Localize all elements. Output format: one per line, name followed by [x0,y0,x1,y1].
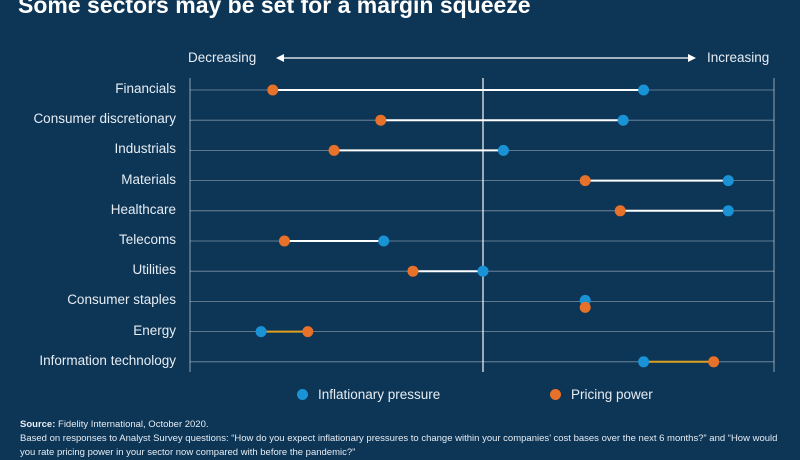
category-label: Information technology [39,352,176,368]
category-label: Healthcare [110,201,176,217]
pricing-power-dot [375,114,387,126]
category-label: Materials [121,171,176,187]
source-text: Fidelity International, October 2020. [58,419,209,430]
category-label: Utilities [132,262,176,278]
inflationary-pressure-dot [378,235,390,247]
arrow-left-head [276,54,284,62]
pricing-power-dot [708,356,720,368]
pricing-power-dot [302,326,314,338]
category-label: Consumer discretionary [33,111,176,127]
source-note: Source: Fidelity International, October … [20,418,790,460]
legend-label: Pricing power [571,387,653,402]
inflationary-pressure-dot [638,84,650,96]
inflationary-pressure-dot [638,356,650,368]
pricing-power-dot [278,235,290,247]
axis-decreasing-label: Decreasing [188,50,257,65]
pricing-power-dot [267,84,279,96]
inflationary-pressure-dot [722,205,734,217]
category-label: Consumer staples [67,292,176,308]
category-label: Financials [115,81,176,96]
inflationary-pressure-dot [477,265,489,277]
category-label: Industrials [114,141,176,157]
inflationary-pressure-dot [497,144,509,156]
inflationary-pressure-dot [617,114,629,126]
legend-inflationary-pressure: Inflationary pressure [297,387,440,402]
category-label: Telecoms [118,232,176,247]
pricing-power-dot [579,301,591,313]
legend-blue-dot-icon [297,389,308,400]
pricing-power-dot [614,205,626,217]
legend-label: Inflationary pressure [318,387,441,402]
legend-pricing-power: Pricing power [550,387,653,402]
chart-title: Some sectors may be set for a margin squ… [18,0,531,18]
pricing-power-dot [407,265,419,277]
inflationary-pressure-dot [722,175,734,187]
legend-orange-dot-icon [550,389,561,400]
axis-increasing-label: Increasing [707,50,770,65]
category-label: Energy [133,322,176,338]
pricing-power-dot [579,175,591,187]
pricing-power-dot [328,144,340,156]
source-label: Source: [20,419,56,430]
arrow-right-head [688,54,696,62]
survey-note: Based on responses to Analyst Survey que… [20,433,778,458]
inflationary-pressure-dot [255,326,267,338]
